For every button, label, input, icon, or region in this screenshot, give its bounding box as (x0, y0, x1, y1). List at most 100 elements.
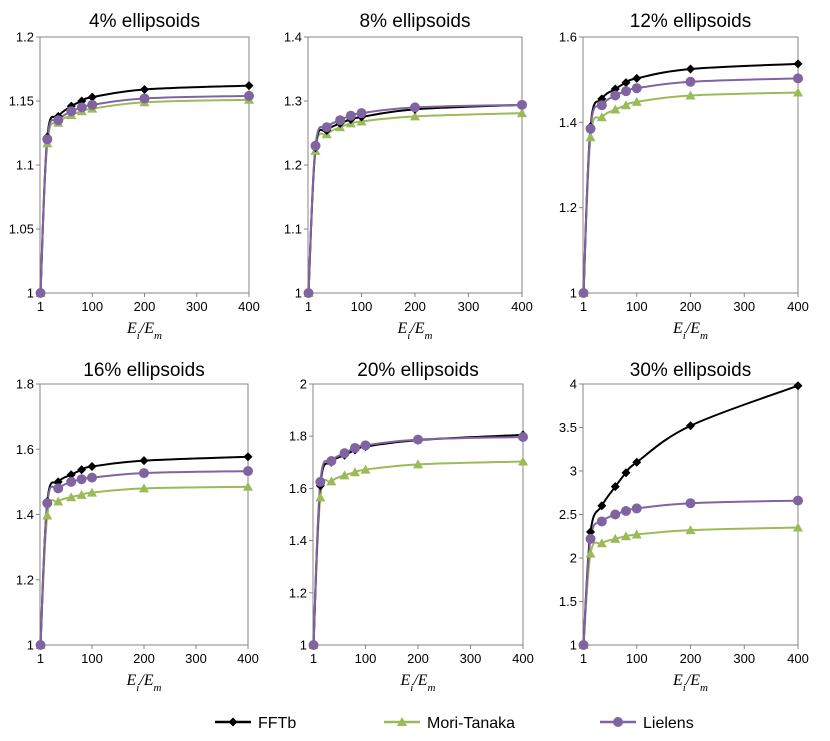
legend-marker (613, 717, 623, 727)
y-tick-label: 2 (570, 551, 577, 566)
y-tick-label: 3 (570, 464, 577, 479)
data-point (139, 483, 149, 493)
y-tick-label: 1.4 (284, 30, 302, 45)
data-point (360, 464, 371, 474)
data-point (339, 448, 350, 459)
y-tick-label: 2.5 (559, 507, 577, 522)
data-point (585, 533, 596, 544)
data-point (243, 452, 253, 462)
x-tick-label: 100 (351, 299, 373, 314)
y-tick-label: 1.3 (284, 94, 302, 109)
y-tick-label: 2 (300, 377, 307, 392)
x-tick-label: 100 (626, 651, 648, 666)
data-point (621, 78, 631, 88)
chart-panel: 16% ellipsoids 1 1.2 1.4 1.6 1.8 1 100 200 300 400… (16, 360, 259, 694)
data-point (66, 106, 77, 117)
data-point (596, 100, 607, 111)
series-line (307, 112, 523, 294)
x-tick-label: 1 (37, 299, 44, 314)
data-point (621, 100, 631, 110)
chart-panel: 4% ellipsoids 1 1.05 1.1 1.15 1.2 1 100 200 300 40… (9, 11, 260, 342)
x-tick-label: 400 (238, 299, 260, 314)
y-tick-label: 1.2 (16, 30, 34, 45)
data-point (345, 110, 356, 121)
data-point (621, 468, 631, 478)
data-point (76, 102, 87, 113)
data-point (315, 492, 326, 502)
chart-title: 12% ellipsoids (630, 11, 751, 32)
x-tick-label: 300 (733, 299, 755, 314)
y-tick-label: 1.05 (9, 222, 34, 237)
y-tick-label: 1.4 (559, 115, 577, 130)
x-tick-label: 300 (186, 299, 208, 314)
data-point (360, 440, 371, 451)
y-tick-label: 1.2 (16, 572, 34, 587)
data-point (350, 467, 360, 477)
data-point (335, 115, 346, 126)
data-point (321, 122, 332, 133)
data-point (243, 481, 253, 491)
data-point (53, 496, 64, 506)
data-point (326, 476, 337, 486)
y-tick-label: 1.6 (16, 442, 34, 457)
data-point (66, 470, 76, 480)
plot-frame (39, 383, 249, 646)
data-point (243, 466, 253, 477)
chart-panel: 30% ellipsoids 1 1.5 2 2.5 3 3.5 4 1 100 200 300 400… (559, 360, 809, 694)
data-point (140, 84, 149, 94)
y-tick-label: 1.6 (559, 30, 577, 45)
data-point (244, 90, 254, 101)
y-tick-label: 1 (295, 286, 302, 301)
x-tick-label: 100 (355, 651, 377, 666)
data-point (631, 503, 642, 514)
data-point (87, 472, 97, 483)
data-point (610, 509, 621, 520)
data-point (326, 455, 337, 466)
y-tick-label: 1.5 (559, 594, 577, 609)
y-tick-label: 1.1 (16, 158, 34, 173)
x-axis-label: Ei/Em (125, 672, 161, 694)
chart-panel: 12% ellipsoids 1 1.2 1.4 1.6 1 100 200 300 400 Ei/… (559, 11, 809, 342)
data-point (76, 474, 87, 485)
x-tick-label: 1 (37, 651, 44, 666)
data-point (413, 434, 423, 445)
y-tick-label: 1.4 (289, 533, 307, 548)
y-tick-label: 1 (27, 286, 34, 301)
x-tick-label: 200 (404, 299, 426, 314)
data-point (631, 83, 642, 94)
y-tick-label: 1.6 (289, 481, 307, 496)
data-point (578, 640, 589, 650)
data-point (42, 510, 53, 520)
data-point (685, 525, 696, 535)
data-point (610, 90, 621, 101)
data-point (517, 108, 527, 118)
x-axis-label: Ei/Em (672, 320, 708, 342)
data-point (793, 522, 803, 532)
data-point (310, 140, 321, 151)
series-line (39, 98, 250, 294)
data-point (793, 381, 803, 391)
data-point (53, 483, 64, 494)
y-tick-label: 1.2 (284, 158, 302, 173)
data-point (610, 104, 621, 114)
legend-item: Mori-Tanaka (384, 715, 515, 732)
x-tick-label: 100 (81, 651, 103, 666)
x-tick-label: 1 (580, 299, 587, 314)
x-tick-label: 200 (680, 651, 702, 666)
data-point (350, 442, 360, 453)
data-point (339, 470, 350, 480)
x-tick-label: 300 (185, 651, 207, 666)
y-tick-label: 1.15 (9, 94, 34, 109)
x-axis-label: Ei/Em (396, 320, 432, 342)
x-axis-label: Ei/Em (399, 672, 435, 694)
x-axis-label: Ei/Em (126, 320, 162, 342)
y-tick-label: 3.5 (559, 420, 577, 435)
data-point (244, 81, 254, 91)
legend-marker (228, 717, 238, 727)
data-point (621, 531, 631, 541)
y-tick-label: 1.2 (559, 200, 577, 215)
data-point (53, 115, 64, 126)
x-tick-label: 400 (237, 651, 259, 666)
series-line (312, 460, 524, 646)
